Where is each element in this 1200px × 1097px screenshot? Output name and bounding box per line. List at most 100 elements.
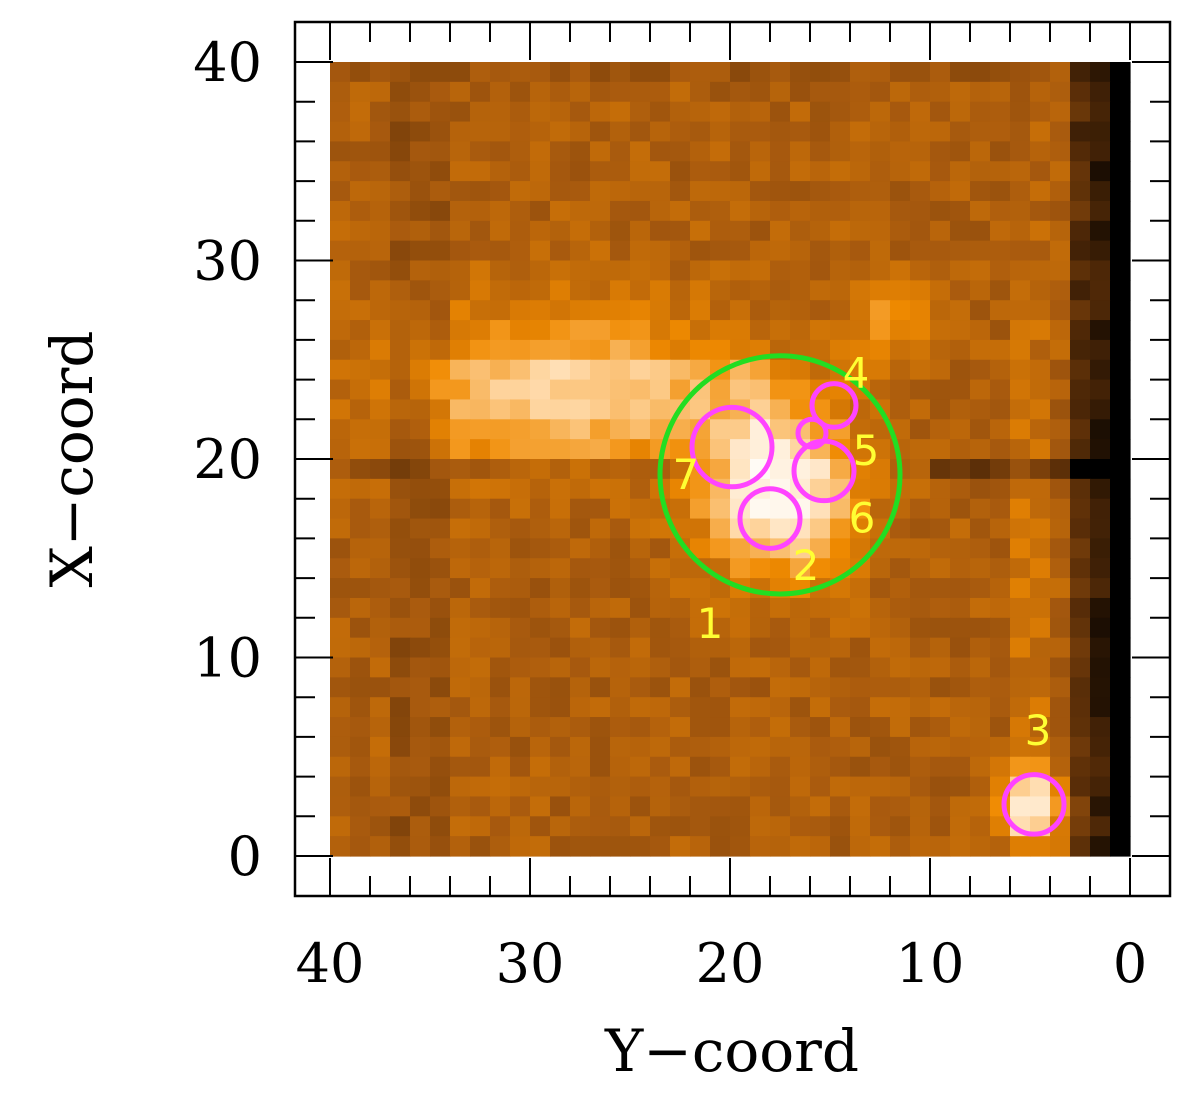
- heatmap-pixel: [610, 637, 631, 659]
- heatmap-pixel: [650, 181, 671, 202]
- heatmap-pixel: [470, 359, 491, 381]
- heatmap-pixel: [590, 161, 611, 182]
- heatmap-pixel: [790, 617, 811, 639]
- heatmap-pixel: [1070, 677, 1091, 698]
- heatmap-pixel: [330, 498, 351, 520]
- heatmap-pixel: [630, 300, 651, 321]
- heatmap-pixel: [490, 439, 511, 460]
- heatmap-pixel: [430, 836, 451, 857]
- heatmap-pixel: [930, 399, 951, 420]
- heatmap-pixel: [810, 339, 831, 361]
- heatmap-pixel: [830, 518, 851, 539]
- heatmap-pixel: [1070, 200, 1091, 222]
- heatmap-pixel: [530, 459, 551, 480]
- heatmap-pixel: [850, 300, 871, 321]
- heatmap-pixel: [1050, 558, 1071, 579]
- heatmap-pixel: [1090, 796, 1111, 817]
- heatmap-pixel: [690, 280, 711, 301]
- heatmap-pixel: [590, 399, 611, 420]
- heatmap-pixel: [650, 220, 671, 242]
- heatmap-pixel: [450, 121, 471, 142]
- heatmap-pixel: [910, 756, 931, 778]
- heatmap-pixel: [370, 280, 391, 301]
- heatmap-pixel: [670, 141, 691, 162]
- heatmap-pixel: [910, 637, 931, 659]
- heatmap-pixel: [430, 81, 451, 103]
- heatmap-pixel: [530, 836, 551, 857]
- heatmap-pixel: [490, 578, 511, 599]
- heatmap-pixel: [1030, 558, 1051, 579]
- heatmap-pixel: [450, 677, 471, 698]
- heatmap-pixel: [1010, 419, 1031, 440]
- heatmap-pixel: [770, 280, 791, 301]
- heatmap-pixel: [1030, 637, 1051, 659]
- heatmap-pixel: [690, 200, 711, 222]
- heatmap-pixel: [350, 280, 371, 301]
- heatmap-pixel: [910, 220, 931, 242]
- heatmap-pixel: [730, 141, 751, 162]
- heatmap-pixel: [870, 280, 891, 301]
- heatmap-pixel: [950, 736, 971, 758]
- heatmap-pixel: [590, 62, 611, 83]
- heatmap-pixel: [490, 459, 511, 480]
- heatmap-pixel: [470, 300, 491, 321]
- heatmap-pixel: [510, 578, 531, 599]
- heatmap-pixel: [410, 280, 431, 301]
- heatmap-pixel: [1050, 439, 1071, 460]
- heatmap-pixel: [1050, 578, 1071, 599]
- heatmap-pixel: [630, 81, 651, 103]
- heatmap-pixel: [670, 736, 691, 758]
- heatmap-pixel: [430, 637, 451, 659]
- heatmap-pixel: [790, 597, 811, 619]
- heatmap-pixel: [930, 518, 951, 539]
- heatmap-pixel: [950, 717, 971, 738]
- heatmap-pixel: [890, 280, 911, 301]
- heatmap-pixel: [350, 657, 371, 678]
- heatmap-pixel: [650, 399, 671, 420]
- heatmap-pixel: [410, 121, 431, 142]
- heatmap-pixel: [350, 597, 371, 619]
- heatmap-pixel: [890, 379, 911, 401]
- heatmap-pixel: [470, 697, 491, 718]
- heatmap-pixel: [570, 637, 591, 659]
- heatmap-pixel: [750, 240, 771, 262]
- heatmap-pixel: [810, 816, 831, 837]
- heatmap-pixel: [450, 220, 471, 242]
- heatmap-pixel: [770, 597, 791, 619]
- heatmap-pixel: [650, 339, 671, 361]
- heatmap-pixel: [930, 439, 951, 460]
- heatmap-pixel: [1070, 736, 1091, 758]
- heatmap-pixel: [810, 717, 831, 738]
- heatmap-pixel: [1010, 756, 1031, 778]
- heatmap-pixel: [1070, 756, 1091, 778]
- heatmap-pixel: [650, 816, 671, 837]
- heatmap-pixel: [850, 697, 871, 718]
- heatmap-pixel: [1110, 141, 1131, 162]
- heatmap-pixel: [790, 756, 811, 778]
- heatmap-pixel: [350, 121, 371, 142]
- heatmap-pixel: [490, 776, 511, 798]
- heatmap-pixel: [1030, 498, 1051, 520]
- heatmap-pixel: [450, 657, 471, 678]
- heatmap-pixel: [810, 617, 831, 639]
- heatmap-pixel: [670, 776, 691, 798]
- heatmap-pixel: [810, 141, 831, 162]
- heatmap-pixel: [1010, 101, 1031, 123]
- heatmap-pixel: [670, 280, 691, 301]
- heatmap-pixel: [930, 836, 951, 857]
- heatmap-pixel: [630, 121, 651, 142]
- heatmap-pixel: [1070, 478, 1091, 500]
- heatmap-pixel: [590, 498, 611, 520]
- heatmap-pixel: [650, 161, 671, 182]
- heatmap-pixel: [530, 181, 551, 202]
- heatmap-pixel: [730, 339, 751, 361]
- heatmap-pixel: [690, 320, 711, 341]
- heatmap-pixel: [570, 161, 591, 182]
- heatmap-pixel: [590, 558, 611, 579]
- heatmap-pixel: [550, 796, 571, 817]
- heatmap-pixel: [1110, 836, 1131, 857]
- heatmap-pixel: [1070, 657, 1091, 678]
- heatmap-pixel: [390, 796, 411, 817]
- heatmap-pixel: [650, 558, 671, 579]
- heatmap-pixel: [630, 677, 651, 698]
